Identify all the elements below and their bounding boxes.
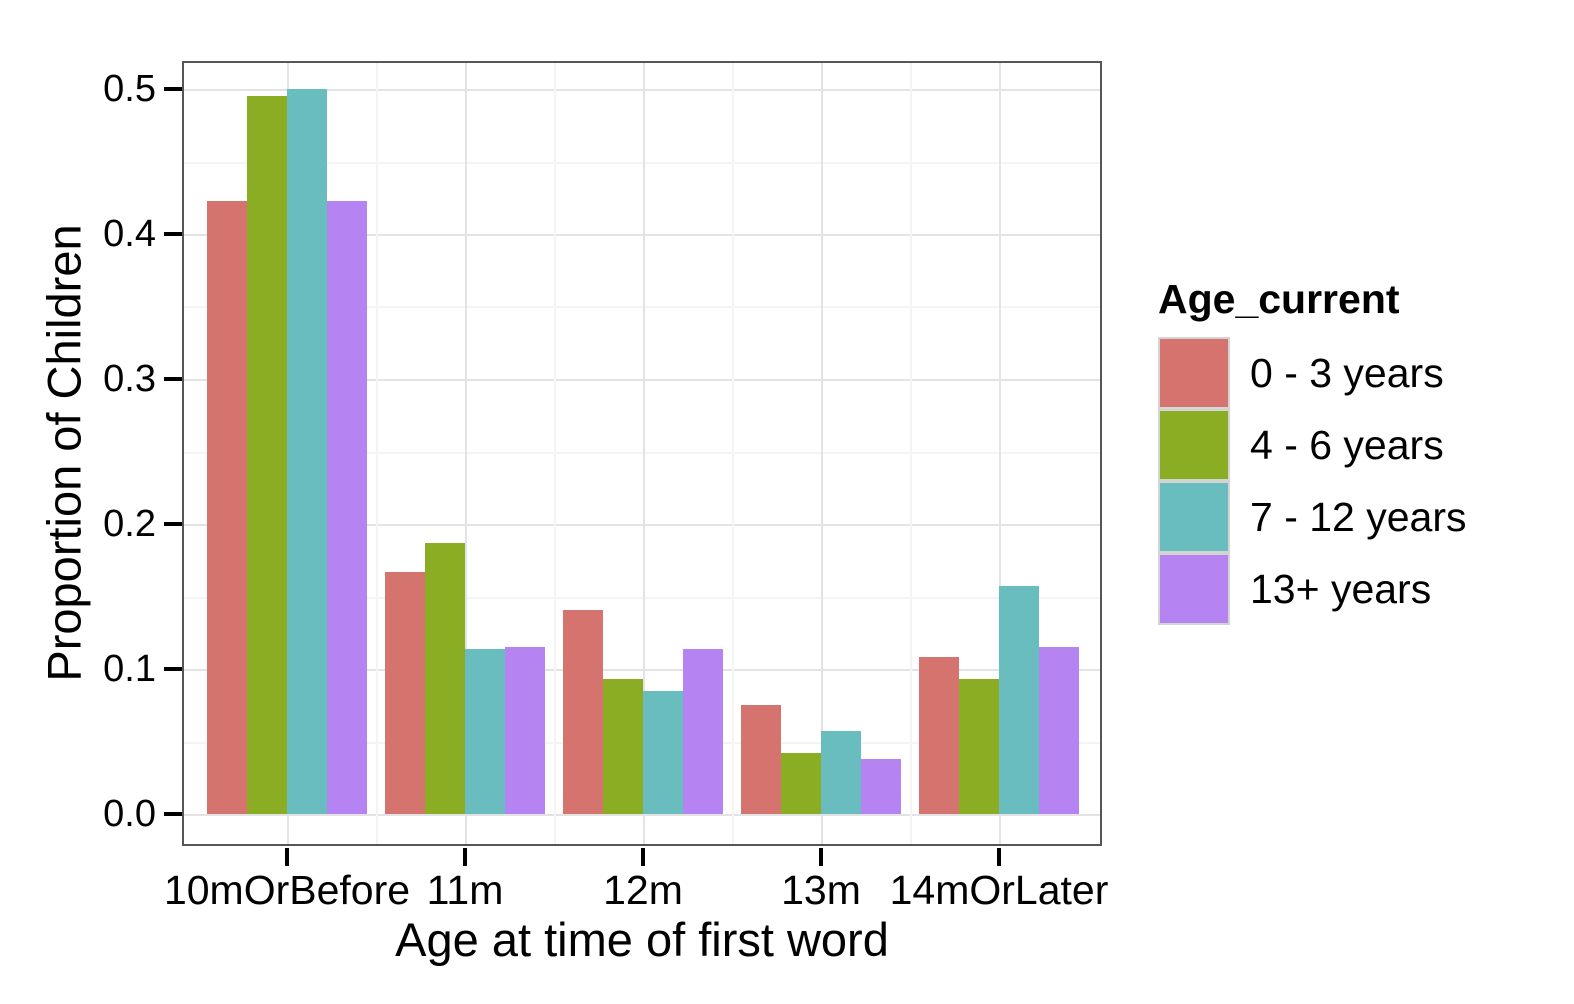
- bar-11m-series-2: [465, 649, 505, 814]
- bar-11m-series-1: [425, 543, 465, 814]
- y-axis-title: Proportion of Children: [37, 224, 91, 682]
- bar-14mOrLater-series-3: [1039, 647, 1079, 814]
- bar-10mOrBefore-series-3: [327, 201, 367, 814]
- bar-13m-series-0: [741, 705, 781, 814]
- gridline-minor-v: [376, 63, 378, 844]
- gridline-major-h: [184, 234, 1100, 236]
- x-tick-label: 14mOrLater: [889, 867, 1109, 913]
- bar-13m-series-3: [861, 759, 901, 814]
- legend-swatch: [1158, 409, 1230, 481]
- y-tick-label: 0.3: [103, 358, 156, 400]
- gridline-minor-v: [910, 63, 912, 844]
- x-axis-title: Age at time of first word: [395, 913, 889, 966]
- legend-item-2: 7 - 12 years: [1158, 481, 1467, 553]
- legend-item-0: 0 - 3 years: [1158, 337, 1467, 409]
- bar-13m-series-1: [781, 753, 821, 814]
- legend-swatch: [1158, 337, 1230, 409]
- bar-14mOrLater-series-0: [919, 657, 959, 814]
- x-tick: [285, 848, 289, 866]
- y-tick-label: 0.2: [103, 503, 156, 545]
- x-tick-label: 12m: [603, 867, 683, 913]
- y-tick-label: 0.1: [103, 648, 156, 690]
- legend-swatch: [1158, 481, 1230, 553]
- gridline-major-v: [643, 63, 645, 844]
- legend-label: 0 - 3 years: [1250, 349, 1444, 396]
- bar-12m-series-0: [563, 610, 603, 814]
- gridline-minor-h: [184, 162, 1100, 164]
- legend-label: 7 - 12 years: [1250, 493, 1467, 540]
- x-tick-label: 13m: [781, 867, 861, 913]
- gridline-minor-v: [554, 63, 556, 844]
- y-tick: [164, 232, 182, 236]
- x-tick: [463, 848, 467, 866]
- y-tick-label: 0.4: [103, 213, 156, 255]
- gridline-major-v: [465, 63, 467, 844]
- plot-panel: [182, 61, 1102, 846]
- x-tick-label: 11m: [426, 867, 504, 913]
- gridline-minor-h: [184, 306, 1100, 308]
- bar-11m-series-3: [505, 647, 545, 814]
- y-tick: [164, 377, 182, 381]
- bar-10mOrBefore-series-0: [207, 201, 247, 814]
- bar-12m-series-2: [643, 691, 683, 814]
- y-tick: [164, 812, 182, 816]
- gridline-major-h: [184, 524, 1100, 526]
- y-tick-label: 0.5: [103, 68, 156, 110]
- bar-10mOrBefore-series-1: [247, 96, 287, 814]
- x-tick-label: 10mOrBefore: [163, 867, 411, 913]
- y-tick: [164, 87, 182, 91]
- x-tick: [997, 848, 1001, 866]
- y-tick: [164, 667, 182, 671]
- gridline-major-h: [184, 379, 1100, 381]
- bar-10mOrBefore-series-2: [287, 89, 327, 814]
- gridline-minor-h: [184, 597, 1100, 599]
- x-tick: [819, 848, 823, 866]
- bar-14mOrLater-series-2: [999, 586, 1039, 814]
- x-tick: [641, 848, 645, 866]
- y-tick-label: 0.0: [103, 793, 156, 835]
- bar-12m-series-1: [603, 679, 643, 814]
- bar-11m-series-0: [385, 572, 425, 814]
- legend: Age_current 0 - 3 years 4 - 6 years 7 - 12…: [1158, 276, 1467, 625]
- gridline-major-h: [184, 669, 1100, 671]
- legend-keys: 0 - 3 years 4 - 6 years 7 - 12 years 13+ ye…: [1158, 337, 1467, 625]
- legend-title: Age_current: [1158, 276, 1400, 322]
- bar-12m-series-3: [683, 649, 723, 814]
- gridline-major-h: [184, 814, 1100, 816]
- legend-label: 13+ years: [1250, 565, 1432, 612]
- legend-item-3: 13+ years: [1158, 553, 1467, 625]
- gridline-minor-h: [184, 452, 1100, 454]
- gridline-minor-v: [732, 63, 734, 844]
- legend-swatch: [1158, 553, 1230, 625]
- y-tick: [164, 522, 182, 526]
- bar-13m-series-2: [821, 731, 861, 814]
- legend-item-1: 4 - 6 years: [1158, 409, 1467, 481]
- gridline-major-h: [184, 89, 1100, 91]
- legend-label: 4 - 6 years: [1250, 421, 1444, 468]
- bar-14mOrLater-series-1: [959, 679, 999, 814]
- gridline-major-v: [821, 63, 823, 844]
- gridline-major-v: [999, 63, 1001, 844]
